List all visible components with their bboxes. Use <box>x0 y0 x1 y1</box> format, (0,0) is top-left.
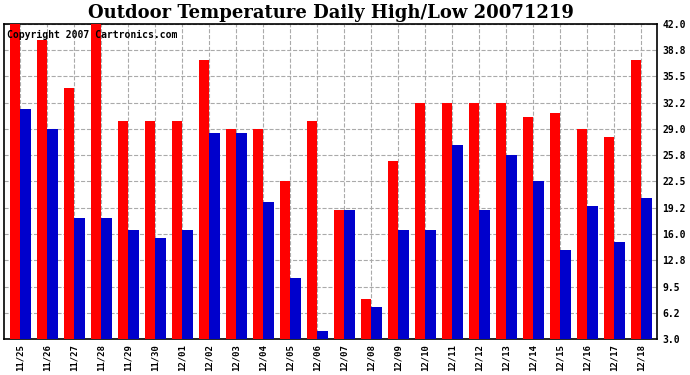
Bar <box>442 103 453 339</box>
Bar <box>614 242 624 339</box>
Bar <box>237 133 246 339</box>
Bar <box>199 60 209 339</box>
Bar <box>560 250 571 339</box>
Bar <box>21 109 30 339</box>
Bar <box>226 129 237 339</box>
Bar <box>75 218 85 339</box>
Bar <box>145 121 155 339</box>
Bar <box>37 40 48 339</box>
Title: Outdoor Temperature Daily High/Low 20071219: Outdoor Temperature Daily High/Low 20071… <box>88 4 574 22</box>
Bar <box>533 182 544 339</box>
Bar <box>604 137 614 339</box>
Bar <box>253 129 264 339</box>
Bar <box>182 230 193 339</box>
Bar <box>91 24 101 339</box>
Bar <box>587 206 598 339</box>
Bar <box>10 24 21 339</box>
Bar <box>453 145 462 339</box>
Bar <box>398 230 408 339</box>
Bar <box>361 298 371 339</box>
Bar <box>280 182 290 339</box>
Bar <box>307 121 317 339</box>
Bar <box>550 112 560 339</box>
Bar <box>118 121 128 339</box>
Bar <box>290 279 301 339</box>
Bar <box>469 103 480 339</box>
Bar <box>425 230 435 339</box>
Bar <box>641 198 651 339</box>
Bar <box>577 129 587 339</box>
Bar <box>388 161 398 339</box>
Bar <box>101 218 112 339</box>
Bar <box>172 121 182 339</box>
Bar <box>523 117 533 339</box>
Bar <box>631 60 641 339</box>
Bar <box>415 103 425 339</box>
Bar <box>264 202 274 339</box>
Bar <box>344 210 355 339</box>
Bar <box>480 210 490 339</box>
Bar <box>317 331 328 339</box>
Bar <box>64 88 75 339</box>
Bar <box>334 210 344 339</box>
Bar <box>155 238 166 339</box>
Bar <box>371 307 382 339</box>
Bar <box>209 133 219 339</box>
Bar <box>496 103 506 339</box>
Bar <box>506 155 517 339</box>
Text: Copyright 2007 Cartronics.com: Copyright 2007 Cartronics.com <box>8 30 178 40</box>
Bar <box>48 129 58 339</box>
Bar <box>128 230 139 339</box>
